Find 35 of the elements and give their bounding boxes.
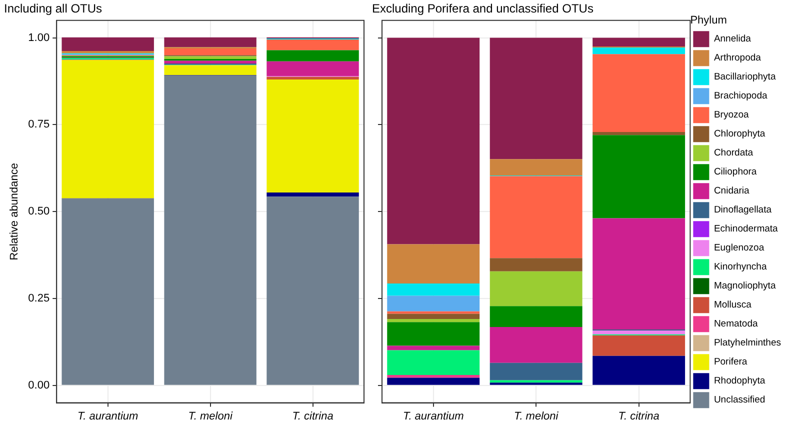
x-tick-label: T. citrina (292, 410, 334, 422)
legend-label: Annelida (714, 34, 752, 45)
legend-label: Ciliophora (714, 166, 758, 178)
legend-label: Mollusca (714, 300, 752, 311)
legend-label: Unclassified (714, 394, 766, 406)
legend-label: Bacillariophyta (714, 72, 776, 83)
y-axis-title: Relative abundance (8, 162, 21, 260)
legend-label: Platyhelminthes (714, 338, 782, 349)
y-tick-label: 1.00 (28, 32, 50, 44)
y-tick-label: 0.75 (28, 118, 50, 131)
x-tick-label: T. aurantium (77, 410, 138, 422)
legend-label: Porifera (714, 356, 748, 368)
x-tick-label: T. meloni (514, 410, 559, 422)
y-tick-label: 0.00 (28, 379, 50, 392)
chart-title: Including all OTUs (4, 2, 102, 16)
chart-title: Excluding Porifera and unclassified OTUs (372, 2, 594, 16)
legend-label: Magnoliophyta (714, 280, 776, 292)
x-tick-label: T. meloni (188, 410, 233, 422)
x-tick-label: T. citrina (618, 410, 660, 422)
legend-label: Cnidaria (714, 186, 750, 197)
legend-title: Phylum (690, 14, 727, 26)
legend-label: Chlorophyta (714, 128, 766, 140)
y-tick-label: 0.50 (28, 206, 50, 218)
legend-label: Echinodermata (714, 224, 779, 235)
legend-label: Bryozoa (714, 110, 750, 121)
legend-label: Euglenozoa (714, 242, 765, 254)
legend-label: Nematoda (714, 318, 758, 330)
y-tick-label: 0.25 (28, 292, 50, 305)
legend-label: Arthropoda (714, 52, 762, 64)
legend-label: Chordata (714, 148, 754, 159)
legend-label: Brachiopoda (714, 90, 768, 102)
legend-label: Rhodophyta (714, 376, 766, 387)
legend-label: Dinoflagellata (714, 204, 772, 216)
x-tick-label: T. aurantium (402, 410, 464, 422)
legend-label: Kinorhyncha (714, 262, 768, 273)
